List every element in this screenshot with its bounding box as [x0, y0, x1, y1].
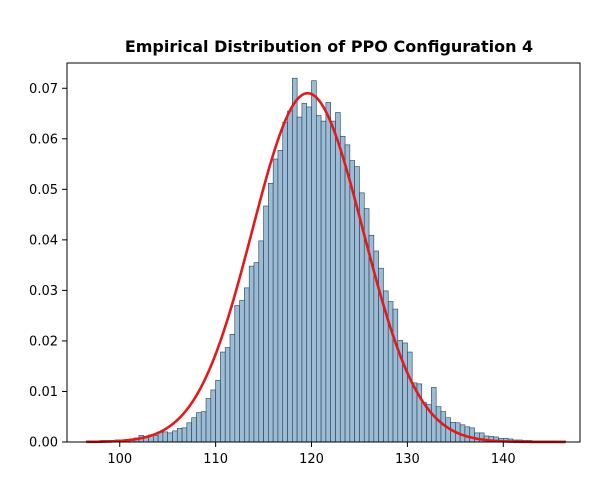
y-tick-label: 0.04	[29, 233, 58, 248]
histogram-bar	[215, 380, 221, 443]
histogram-bar	[153, 435, 159, 443]
histogram-bar	[205, 398, 212, 443]
x-tick-label: 120	[299, 452, 324, 467]
histogram-bar	[464, 426, 471, 443]
histogram-bar	[244, 287, 250, 443]
histogram-bar	[421, 402, 427, 443]
histogram-bar	[210, 389, 216, 443]
histogram-bar	[181, 427, 188, 443]
histogram-bar	[335, 112, 341, 443]
histogram-bar	[349, 160, 355, 443]
histogram-bar	[248, 265, 255, 443]
histogram-bar	[301, 103, 308, 443]
histogram-bar	[296, 116, 303, 443]
x-tick-label: 130	[395, 452, 420, 467]
y-tick-label: 0.00	[29, 436, 58, 451]
x-tick-label: 140	[491, 452, 516, 467]
histogram-bar	[344, 144, 351, 443]
histogram-bar	[435, 406, 442, 443]
histogram-bar	[253, 262, 260, 443]
histogram-bar	[277, 150, 284, 443]
histogram-bar	[162, 431, 168, 443]
histogram-bar	[263, 205, 269, 443]
x-tick-label: 100	[107, 452, 132, 467]
histogram-bar	[176, 428, 183, 443]
fit-curve-layer	[86, 91, 566, 444]
y-tick-label: 0.05	[29, 183, 58, 198]
axes-layer: 100 110 120 130 140 0.00 0.01 0.02 0.03 0.04 0.05 0…	[29, 62, 581, 467]
histogram-bar	[196, 412, 202, 443]
histogram-bar	[292, 77, 298, 443]
histogram-bar	[239, 300, 245, 443]
histogram-bar	[402, 342, 408, 443]
histogram-bar	[220, 351, 226, 443]
histogram-bar	[268, 182, 274, 443]
histogram-bar	[272, 158, 279, 443]
histogram-bar	[186, 422, 192, 443]
histogram-bar	[282, 121, 288, 443]
normal-fit-curve	[86, 91, 566, 444]
histogram-bar	[316, 115, 322, 443]
y-tick-label: 0.02	[29, 334, 58, 349]
histogram-bar	[320, 120, 327, 443]
chart-title: Empirical Distribution of PPO Configurat…	[125, 37, 533, 56]
histogram-bar	[191, 417, 197, 443]
y-tick-label: 0.06	[29, 132, 58, 147]
histogram-bar	[330, 120, 336, 443]
y-tick-label: 0.03	[29, 284, 58, 299]
histogram-bar	[339, 135, 346, 443]
x-tick-label: 110	[203, 452, 228, 467]
histogram-bar	[172, 430, 178, 443]
bars-layer	[85, 77, 566, 443]
histogram-bar	[469, 427, 475, 443]
histogram-bar	[258, 240, 264, 443]
plot-frame	[66, 62, 581, 443]
y-tick-label: 0.07	[29, 82, 58, 97]
histogram-bar	[306, 106, 312, 443]
histogram-bar	[224, 347, 231, 443]
histogram-bar	[200, 411, 207, 443]
histogram-bar	[229, 334, 236, 443]
histogram-bar	[392, 308, 399, 443]
histogram-bar	[311, 80, 317, 443]
histogram-bar	[287, 110, 293, 443]
histogram-bar	[234, 305, 240, 443]
y-tick-label: 0.01	[29, 385, 58, 400]
histogram-bar	[407, 351, 413, 443]
histogram-bar	[325, 102, 331, 443]
histogram-bar	[167, 432, 173, 443]
